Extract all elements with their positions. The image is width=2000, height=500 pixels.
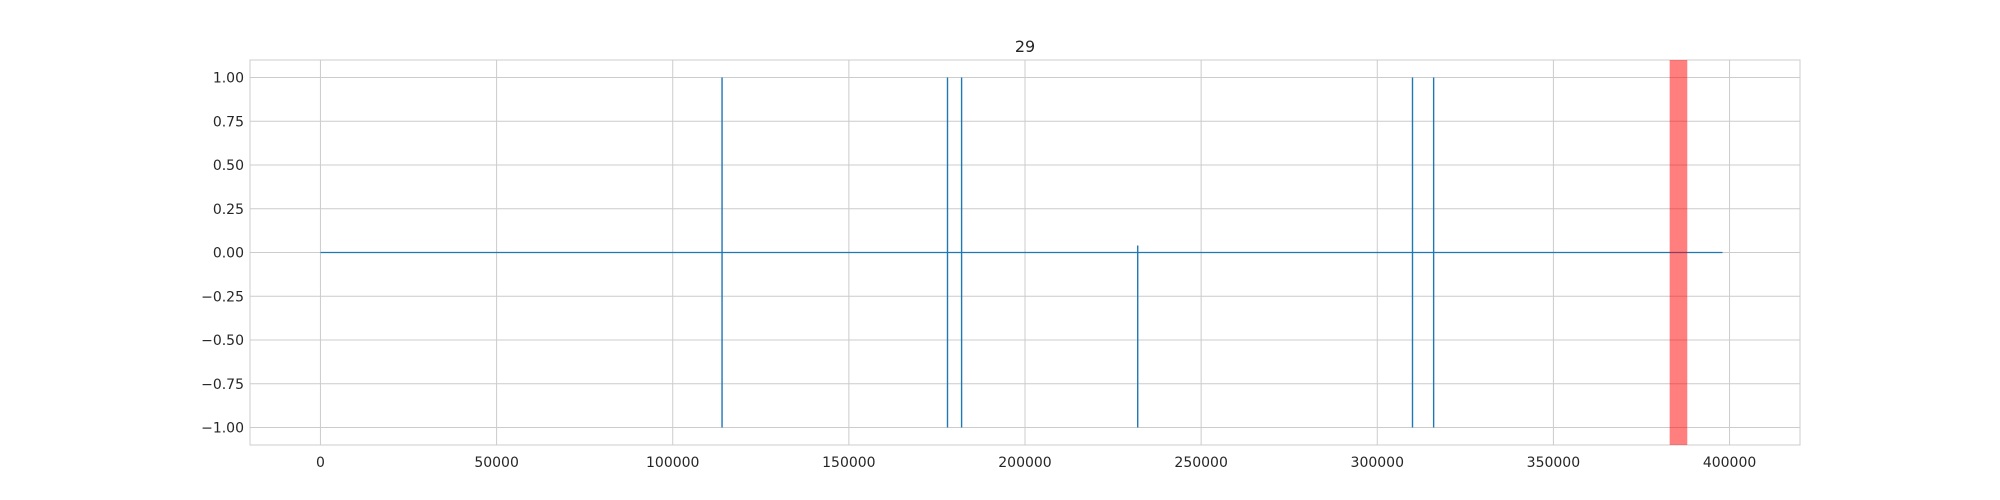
- x-tick-label: 200000: [998, 455, 1051, 471]
- y-tick-label: −1.00: [201, 421, 244, 437]
- y-tick-label: −0.50: [201, 333, 244, 349]
- highlight-band: [1669, 60, 1688, 445]
- x-tick-label: 350000: [1527, 455, 1580, 471]
- chart-title: 29: [1015, 37, 1035, 56]
- x-tick-label: 0: [316, 455, 325, 471]
- series-layer: [320, 77, 1723, 428]
- x-tick-label: 100000: [646, 455, 699, 471]
- x-tick-label: 150000: [822, 455, 875, 471]
- x-tick-label: 50000: [474, 455, 519, 471]
- x-tick-label: 400000: [1703, 455, 1756, 471]
- x-tick-label: 250000: [1174, 455, 1227, 471]
- y-tick-label: −0.25: [201, 289, 244, 305]
- y-tick-label: 0.00: [213, 246, 244, 262]
- y-tick-label: −0.75: [201, 377, 244, 393]
- tick-labels: 0 50000 100000 150000 200000 250000 300000 3500…: [201, 71, 1756, 472]
- highlight-layer: [1669, 60, 1688, 445]
- y-tick-label: 1.00: [213, 71, 244, 87]
- y-tick-label: 0.75: [213, 114, 244, 130]
- y-tick-label: 0.50: [213, 158, 244, 174]
- y-tick-label: 0.25: [213, 202, 244, 218]
- x-tick-label: 300000: [1351, 455, 1404, 471]
